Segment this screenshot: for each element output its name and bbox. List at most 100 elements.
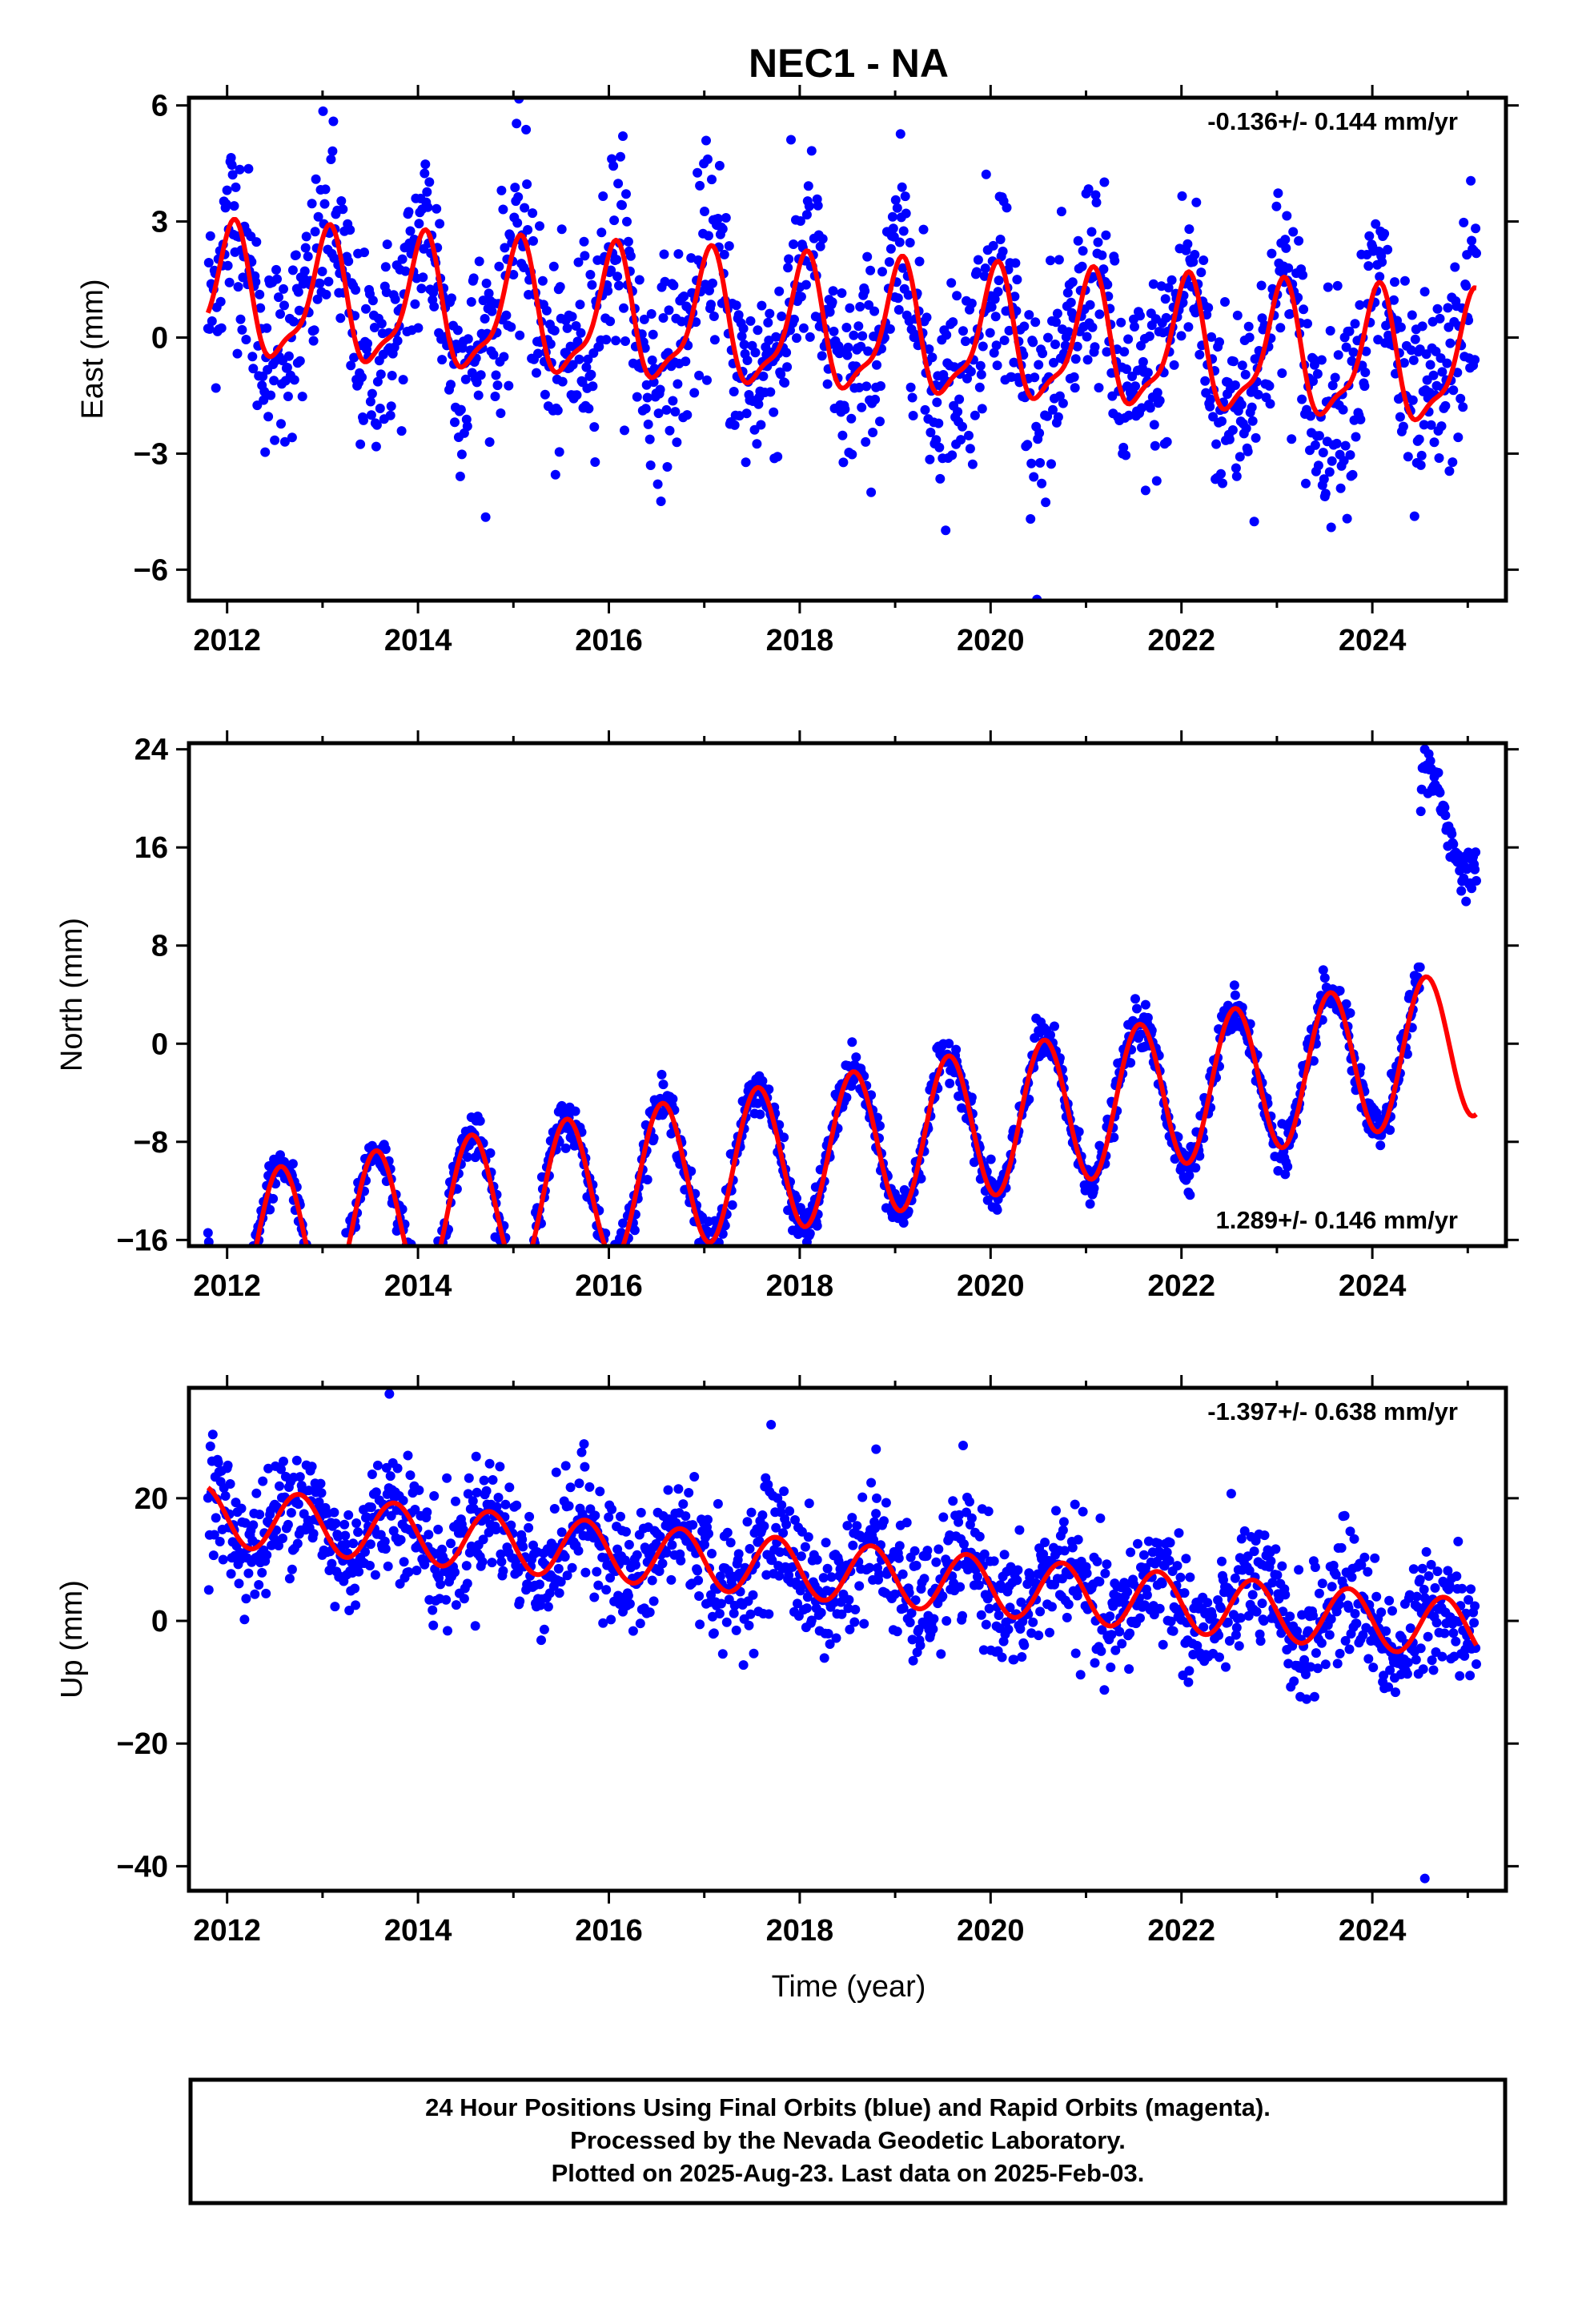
east-data-point: [287, 265, 298, 275]
east-data-point: [1053, 412, 1063, 422]
east-data-point: [994, 275, 1004, 286]
east-data-point: [612, 271, 623, 282]
east-data-point: [1298, 270, 1308, 280]
east-data-point: [385, 410, 396, 420]
east-data-point: [662, 462, 673, 472]
up-data-point: [801, 1603, 812, 1614]
up-data-point: [1292, 1626, 1303, 1636]
east-data-point: [500, 243, 510, 253]
up-data-point: [779, 1486, 789, 1497]
east-data-point: [907, 392, 917, 403]
east-data-point: [612, 255, 622, 265]
east-panel: 2012 2014 2016 2018 2020 2022 2024−6−3036East …: [76, 85, 1519, 657]
up-data-point: [825, 1639, 835, 1649]
east-data-point: [1099, 177, 1110, 187]
up-data-point: [938, 1512, 949, 1522]
caption-frame: [188, 2077, 1508, 2205]
east-data-point: [300, 243, 311, 253]
east-data-point: [646, 309, 656, 319]
east-data-point: [1072, 341, 1082, 352]
east-data-point: [827, 297, 837, 308]
up-data-point: [959, 1539, 969, 1550]
east-data-point: [1416, 450, 1427, 460]
east-data-point: [237, 324, 247, 335]
up-data-point: [931, 1557, 942, 1567]
up-data-point: [695, 1619, 705, 1630]
east-data-point: [741, 408, 752, 419]
up-data-point: [703, 1514, 713, 1525]
east-data-point: [958, 421, 967, 432]
up-data-point: [443, 1626, 452, 1636]
east-data-point: [1236, 400, 1247, 410]
east-data-point: [382, 239, 392, 250]
east-data-point: [335, 313, 346, 324]
east-data-point: [287, 432, 297, 443]
up-data-point: [1138, 1550, 1149, 1560]
east-data-point: [405, 226, 416, 236]
up-data-point: [207, 1429, 218, 1440]
east-data-point: [1425, 360, 1435, 370]
east-data-point: [532, 368, 541, 378]
east-data-point: [979, 271, 990, 281]
up-data-point: [1472, 1659, 1481, 1669]
east-data-point: [1421, 349, 1431, 360]
up-data-point: [524, 1522, 534, 1533]
east-data-point: [925, 454, 935, 464]
up-data-point: [1045, 1627, 1054, 1638]
east-data-point: [224, 277, 235, 287]
east-data-point: [204, 324, 215, 334]
east-data-point: [513, 192, 524, 202]
east-data-point: [801, 279, 811, 290]
up-data-point: [630, 1560, 640, 1570]
up-data-point: [1326, 1614, 1336, 1624]
east-data-point: [1345, 450, 1355, 460]
east-data-point: [255, 303, 266, 313]
up-data-point: [607, 1504, 617, 1514]
east-data-point: [1344, 326, 1355, 336]
north-data-point: [1425, 756, 1435, 766]
east-data-point: [995, 235, 1006, 244]
east-data-point: [738, 324, 749, 334]
east-data-point: [786, 135, 796, 145]
up-data-point: [848, 1540, 858, 1550]
north-x-tick-label: 2014: [384, 1269, 452, 1303]
east-data-point: [488, 350, 499, 360]
east-data-point: [336, 196, 347, 206]
east-data-point: [777, 312, 787, 321]
up-outlier-point: [384, 1389, 395, 1399]
east-data-point: [926, 428, 936, 437]
east-data-point: [520, 203, 530, 213]
up-data-point: [1312, 1663, 1323, 1674]
up-data-point: [307, 1462, 317, 1472]
up-data-point: [284, 1574, 295, 1584]
east-data-point: [1037, 478, 1047, 489]
up-data-point: [589, 1592, 600, 1602]
up-data-point: [291, 1455, 302, 1466]
east-data-point: [1426, 420, 1436, 430]
up-data-point: [424, 1530, 434, 1540]
up-data-point: [1431, 1618, 1442, 1628]
up-data-point: [1443, 1566, 1453, 1576]
up-data-point: [512, 1500, 522, 1510]
east-data-point: [623, 236, 633, 247]
up-data-point: [463, 1489, 473, 1499]
up-x-tick-label: 2014: [384, 1914, 452, 1948]
north-data-point: [1471, 847, 1481, 858]
east-data-point: [700, 207, 709, 216]
up-data-point: [396, 1534, 406, 1545]
up-data-point: [462, 1578, 472, 1589]
up-data-point: [1153, 1538, 1163, 1549]
east-data-point: [260, 447, 271, 457]
east-data-point: [1319, 474, 1329, 485]
up-data-point: [1347, 1572, 1357, 1582]
east-data-point: [864, 300, 874, 310]
east-data-point: [1453, 432, 1464, 443]
east-data-point: [1054, 255, 1064, 265]
east-data-point: [733, 310, 744, 320]
east-data-point: [1230, 380, 1240, 390]
north-data-point: [1318, 965, 1328, 975]
up-data-point: [842, 1521, 853, 1531]
east-data-point: [921, 312, 932, 323]
up-data-point: [567, 1562, 577, 1573]
east-data-point: [1445, 338, 1456, 348]
